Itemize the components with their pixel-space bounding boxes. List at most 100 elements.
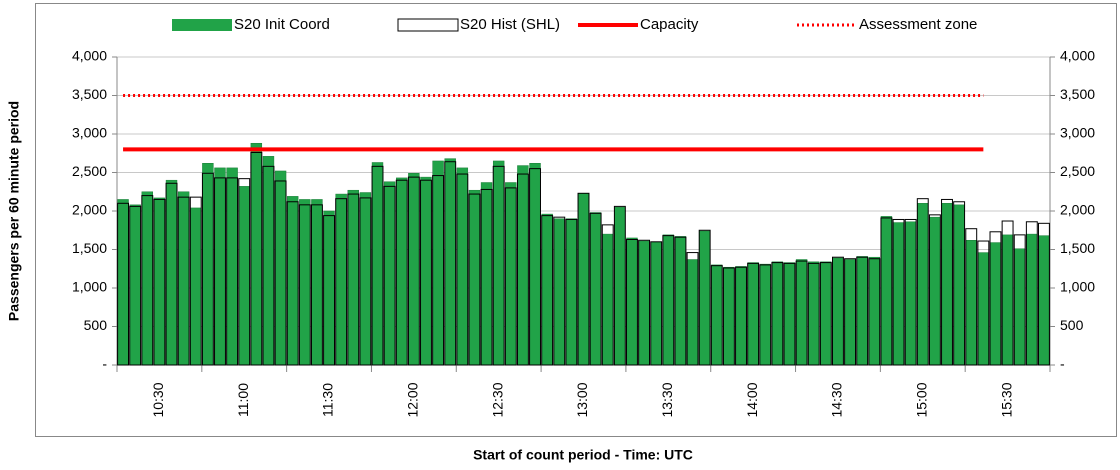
bar bbox=[747, 262, 760, 366]
legend-swatch bbox=[397, 18, 459, 32]
bar bbox=[759, 264, 772, 366]
bar bbox=[808, 261, 820, 366]
x-tick-label: 10:30 bbox=[150, 382, 166, 417]
bar bbox=[347, 193, 360, 366]
bar bbox=[832, 256, 844, 366]
y-tick-label: 4,000 bbox=[72, 48, 107, 64]
bar bbox=[662, 234, 675, 366]
bar bbox=[468, 193, 481, 366]
bar bbox=[1014, 248, 1026, 366]
bar bbox=[432, 160, 444, 366]
y2-tick-label: - bbox=[1060, 356, 1065, 372]
bar bbox=[638, 240, 650, 366]
bar bbox=[541, 213, 553, 366]
y-tick-label: 2,500 bbox=[72, 163, 107, 179]
bar bbox=[444, 161, 457, 366]
bar bbox=[783, 262, 796, 366]
bar bbox=[371, 165, 384, 366]
y2-tick-label: 4,000 bbox=[1060, 48, 1095, 64]
bar bbox=[710, 265, 723, 366]
bar bbox=[383, 185, 396, 366]
x-tick-label: 15:00 bbox=[913, 382, 929, 417]
bar bbox=[820, 261, 832, 366]
bar bbox=[1026, 233, 1038, 366]
bar bbox=[880, 217, 893, 366]
bar bbox=[565, 218, 578, 366]
bar bbox=[250, 142, 263, 366]
bar bbox=[396, 177, 408, 366]
x-tick-label: 11:00 bbox=[235, 383, 251, 417]
bar bbox=[141, 195, 154, 366]
bar bbox=[807, 262, 820, 366]
legend-label: S20 Init Coord bbox=[234, 16, 330, 33]
y-tick-label: 500 bbox=[84, 317, 108, 333]
bar bbox=[953, 204, 965, 366]
x-tick-label: 13:30 bbox=[659, 382, 675, 417]
y-axis-title: Passengers per 60 minute period bbox=[6, 101, 22, 321]
y2-tick-label: 1,000 bbox=[1060, 279, 1095, 295]
bar bbox=[190, 207, 202, 366]
bar bbox=[323, 215, 335, 366]
bar bbox=[892, 222, 905, 366]
x-tick-label: 12:30 bbox=[489, 382, 505, 417]
bar bbox=[323, 210, 335, 366]
bar bbox=[335, 193, 347, 366]
bar bbox=[577, 193, 590, 366]
bar bbox=[553, 216, 566, 366]
bar bbox=[529, 163, 541, 366]
bar bbox=[226, 167, 238, 366]
bar bbox=[650, 241, 662, 366]
bar bbox=[626, 237, 638, 366]
bar bbox=[274, 180, 287, 366]
bar bbox=[553, 218, 565, 366]
bar bbox=[1013, 234, 1026, 366]
bar bbox=[795, 260, 808, 366]
bar bbox=[238, 178, 251, 366]
bar bbox=[989, 242, 1002, 366]
y2-tick-label: 1,500 bbox=[1060, 240, 1095, 256]
bar bbox=[395, 179, 408, 366]
bar bbox=[674, 236, 687, 366]
bar bbox=[904, 218, 917, 366]
bar bbox=[165, 182, 178, 366]
bar bbox=[844, 258, 857, 366]
bar bbox=[202, 163, 214, 366]
bar bbox=[505, 182, 517, 366]
y-tick-label: 1,000 bbox=[72, 279, 107, 295]
bar bbox=[698, 229, 711, 366]
bar bbox=[165, 179, 178, 366]
bar bbox=[468, 189, 481, 366]
bar bbox=[1038, 235, 1050, 366]
bar bbox=[614, 206, 626, 366]
bar bbox=[286, 196, 299, 366]
bar bbox=[613, 205, 626, 366]
bar bbox=[783, 262, 796, 366]
bar bbox=[735, 266, 747, 366]
bar bbox=[371, 162, 384, 366]
bar bbox=[638, 239, 651, 366]
bar bbox=[868, 256, 881, 366]
x-tick-label: 13:00 bbox=[574, 382, 590, 417]
x-tick-label: 12:00 bbox=[405, 382, 421, 417]
bar bbox=[480, 188, 493, 366]
x-tick-label: 14:30 bbox=[829, 382, 845, 417]
bar bbox=[129, 205, 142, 366]
bar bbox=[117, 202, 130, 366]
bar bbox=[214, 177, 226, 366]
bar bbox=[504, 187, 517, 366]
bar bbox=[408, 173, 420, 366]
bar bbox=[880, 216, 893, 366]
legend-swatch bbox=[172, 19, 232, 31]
bar bbox=[832, 257, 844, 366]
legend-label: Assessment zone bbox=[859, 16, 977, 33]
bar bbox=[771, 261, 784, 366]
bar bbox=[589, 212, 602, 366]
bar bbox=[177, 191, 190, 366]
bar bbox=[456, 173, 469, 366]
bar bbox=[674, 236, 687, 366]
y-tick-label: 3,500 bbox=[72, 86, 107, 102]
bar bbox=[492, 160, 505, 366]
bar bbox=[262, 165, 275, 366]
bar bbox=[711, 264, 723, 366]
